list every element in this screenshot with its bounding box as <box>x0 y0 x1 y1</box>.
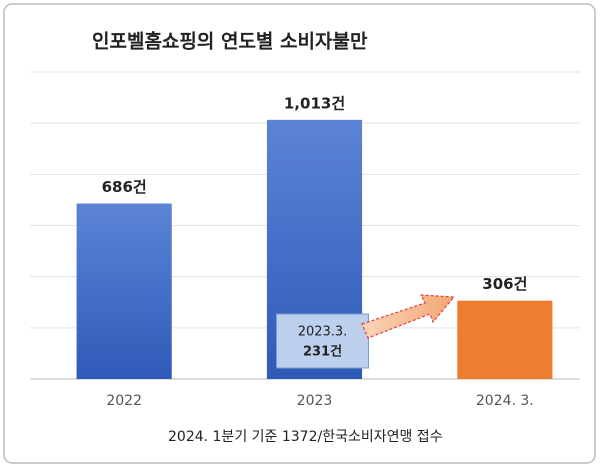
x-tick-label: 2024. 3. <box>476 393 534 409</box>
x-tick-label: 2023 <box>297 393 333 409</box>
x-tick-label: 2022 <box>106 393 142 409</box>
value-label: 1,013건 <box>284 94 345 112</box>
value-label: 306건 <box>482 275 527 293</box>
annotation-box <box>276 313 369 369</box>
annotation-period: 2023.3. <box>298 325 348 340</box>
arrow <box>361 294 456 339</box>
bar <box>76 203 172 379</box>
chart-title: 인포벨홈쇼핑의 연도별 소비자불만 <box>92 30 368 53</box>
value-label: 686건 <box>102 178 147 196</box>
annotation-label: 231건 <box>303 344 342 360</box>
footnote: 2024. 1분기 기준 1372/한국소비자연맹 접수 <box>168 429 443 445</box>
bar <box>457 300 553 379</box>
